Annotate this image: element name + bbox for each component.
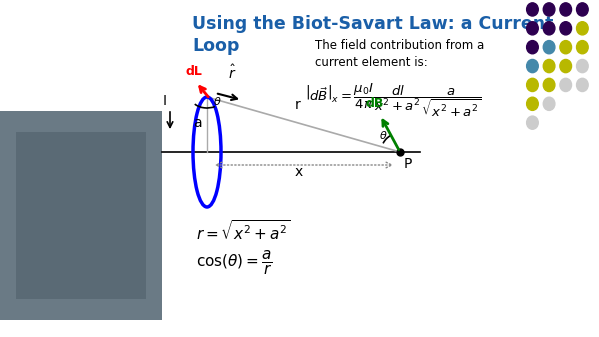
Bar (16, 132, 146, 299)
Text: $r = \sqrt{x^2 + a^2}$: $r = \sqrt{x^2 + a^2}$ (196, 219, 291, 243)
Circle shape (527, 97, 539, 111)
Circle shape (543, 59, 555, 73)
Text: $\left|d\vec{B}\right|_x = \dfrac{\mu_0 I}{4\pi}\dfrac{dl}{x^2+a^2}\dfrac{a}{\sq: $\left|d\vec{B}\right|_x = \dfrac{\mu_0 … (305, 82, 482, 119)
Circle shape (560, 22, 571, 35)
Text: $\theta$: $\theta$ (379, 129, 388, 141)
Text: $\theta$: $\theta$ (213, 95, 222, 107)
Circle shape (543, 78, 555, 92)
Text: x: x (295, 165, 303, 179)
Circle shape (560, 59, 571, 73)
Circle shape (576, 78, 588, 92)
Text: $\hat{r}$: $\hat{r}$ (228, 64, 237, 82)
Text: Loop: Loop (192, 37, 240, 55)
Text: $\cos(\theta) = \dfrac{a}{r}$: $\cos(\theta) = \dfrac{a}{r}$ (196, 249, 273, 277)
Circle shape (543, 22, 555, 35)
Text: dL: dL (185, 65, 202, 78)
Text: dB: dB (366, 97, 385, 110)
Circle shape (527, 78, 539, 92)
Circle shape (527, 22, 539, 35)
Circle shape (576, 40, 588, 54)
Circle shape (576, 59, 588, 73)
Circle shape (543, 3, 555, 16)
Circle shape (527, 59, 539, 73)
Circle shape (560, 40, 571, 54)
Text: P: P (404, 157, 412, 171)
Circle shape (576, 3, 588, 16)
Circle shape (560, 3, 571, 16)
Text: I: I (163, 94, 167, 108)
Circle shape (527, 3, 539, 16)
Circle shape (527, 116, 539, 129)
Circle shape (527, 40, 539, 54)
Circle shape (576, 22, 588, 35)
Text: Using the Biot-Savart Law: a Current: Using the Biot-Savart Law: a Current (192, 15, 553, 33)
Text: a: a (193, 116, 202, 130)
Text: r: r (295, 98, 301, 112)
Text: The field contribution from a
current element is:: The field contribution from a current el… (315, 39, 484, 69)
Circle shape (543, 40, 555, 54)
Circle shape (560, 78, 571, 92)
Circle shape (543, 97, 555, 111)
